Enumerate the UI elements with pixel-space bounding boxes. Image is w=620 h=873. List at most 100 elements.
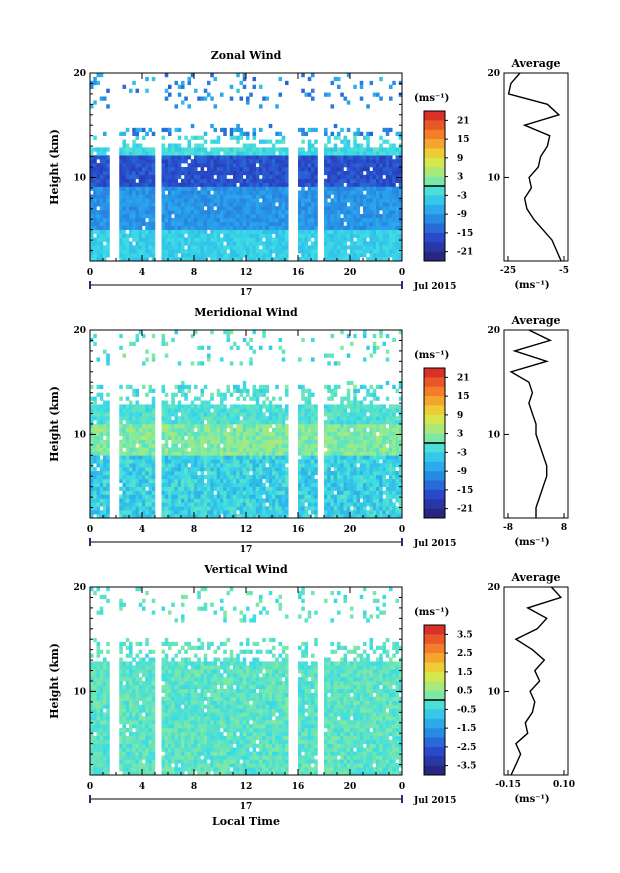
heatmap-cell — [171, 514, 175, 519]
heatmap-cell — [301, 174, 305, 180]
heatmap-cell — [369, 202, 374, 207]
heatmap-cell — [337, 198, 341, 203]
heatmap-cell — [90, 404, 94, 409]
heatmap-cell — [340, 210, 344, 215]
heatmap-cell — [307, 447, 312, 452]
heatmap-cell — [210, 420, 214, 425]
heatmap-cell — [275, 502, 279, 507]
heatmap-cell — [372, 147, 377, 152]
heatmap-cell — [181, 474, 185, 480]
heatmap-cell — [372, 178, 377, 183]
heatmap-cell — [337, 229, 341, 234]
heatmap-cell — [210, 392, 214, 397]
heatmap-cell — [210, 404, 214, 409]
heatmap-cell — [259, 229, 263, 234]
heatmap-cell — [213, 467, 218, 472]
heatmap-cell — [389, 147, 393, 152]
heatmap-cell — [132, 139, 136, 144]
heatmap-cell — [314, 159, 318, 164]
heatmap-cell — [184, 408, 188, 413]
heatmap-cell — [197, 202, 201, 207]
heatmap-cell — [187, 424, 192, 429]
heatmap-cell — [213, 217, 218, 223]
average-x-label: (ms⁻¹) — [514, 280, 549, 291]
heatmap-cell — [174, 510, 179, 515]
heatmap-cell — [145, 155, 149, 160]
heatmap-cell — [249, 210, 253, 215]
heatmap-cell — [161, 471, 166, 476]
heatmap-cell — [184, 225, 188, 230]
heatmap-cell — [216, 241, 221, 246]
heatmap-cell — [151, 471, 156, 476]
heatmap-cell — [184, 170, 188, 176]
heatmap-cell — [138, 474, 143, 480]
heatmap-cell — [210, 253, 214, 258]
heatmap-cell — [148, 490, 153, 495]
heatmap-cell — [194, 202, 198, 207]
heatmap-cell — [213, 237, 218, 242]
heatmap-cell — [398, 143, 403, 148]
heatmap-cell — [106, 361, 110, 366]
heatmap-cell — [145, 202, 149, 207]
heatmap-cell — [285, 388, 289, 393]
heatmap-cell — [249, 163, 253, 168]
heatmap-cell — [340, 253, 344, 258]
heatmap-cell — [311, 210, 315, 215]
heatmap-cell — [395, 225, 400, 230]
heatmap-cell — [207, 353, 211, 358]
heatmap-cell — [190, 443, 195, 448]
heatmap-cell — [324, 245, 328, 250]
heatmap-cell — [168, 404, 172, 409]
heatmap-cell — [307, 155, 312, 160]
heatmap-cell — [236, 384, 240, 390]
heatmap-cell — [236, 412, 240, 417]
heatmap-cell — [314, 147, 318, 152]
heatmap-cell — [369, 163, 374, 168]
heatmap-cell — [281, 135, 286, 140]
heatmap-cell — [272, 459, 276, 464]
heatmap-cell — [239, 412, 244, 417]
heatmap-cell — [392, 249, 396, 254]
heatmap-cell — [262, 451, 266, 456]
heatmap-cell — [314, 424, 318, 429]
heatmap-cell — [210, 416, 214, 421]
heatmap-cell — [190, 135, 195, 140]
heatmap-cell — [233, 194, 237, 199]
heatmap-cell — [246, 486, 250, 491]
heatmap-cell — [376, 210, 380, 215]
heatmap-cell — [194, 443, 198, 448]
heatmap-cell — [366, 190, 370, 195]
heatmap-cell — [96, 147, 101, 152]
heatmap-cell — [242, 396, 247, 401]
heatmap-cell — [346, 194, 351, 199]
heatmap-cell — [223, 202, 227, 207]
colorbar-segment — [424, 223, 445, 234]
heatmap-cell — [272, 206, 276, 211]
heatmap-cell — [239, 494, 244, 499]
heatmap-cell — [132, 471, 136, 476]
heatmap-cell — [369, 229, 374, 234]
heatmap-cell — [99, 431, 104, 437]
heatmap-cell — [252, 330, 257, 335]
heatmap-cell — [385, 237, 390, 242]
heatmap-cell — [278, 198, 283, 203]
heatmap-cell — [103, 482, 107, 487]
heatmap-cell — [106, 249, 110, 254]
heatmap-cell — [203, 241, 208, 246]
heatmap-cell — [168, 451, 172, 456]
heatmap-cell — [119, 447, 123, 452]
heatmap-cell — [216, 455, 221, 460]
heatmap-cell — [343, 139, 348, 144]
heatmap-cell — [125, 182, 130, 187]
heatmap-cell — [340, 478, 344, 484]
heatmap-cell — [197, 182, 201, 187]
heatmap-cell — [333, 494, 338, 499]
heatmap-cell — [99, 490, 104, 495]
heatmap-cell — [213, 186, 218, 191]
heatmap-cell — [151, 241, 156, 246]
heatmap-cell — [324, 170, 328, 176]
heatmap-cell — [324, 486, 328, 491]
heatmap-cell — [340, 431, 344, 437]
heatmap-cell — [229, 404, 234, 409]
heatmap-cell — [259, 392, 263, 397]
